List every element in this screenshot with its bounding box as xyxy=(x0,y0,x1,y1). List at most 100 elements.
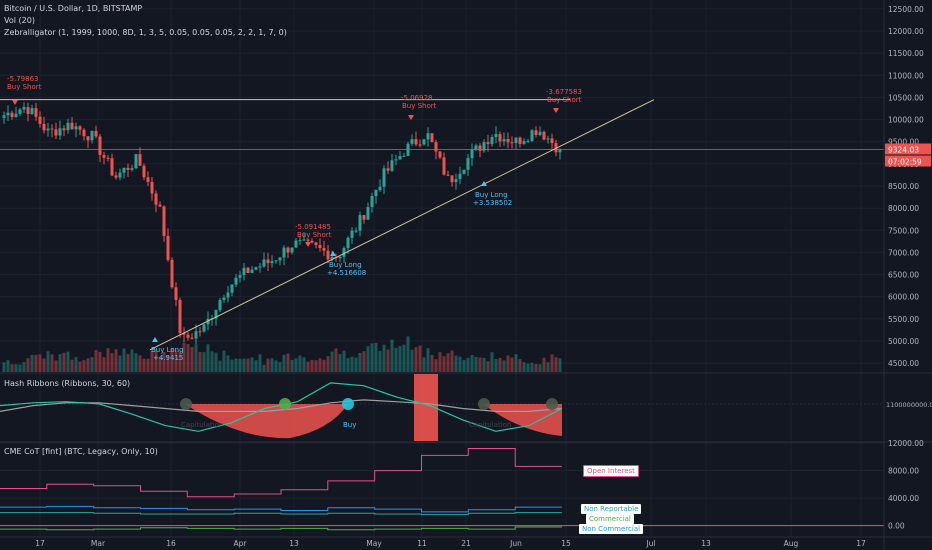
sell-annotation-4-value: -3.677583 xyxy=(546,88,582,96)
sell-annotation-3-value: -5.06928 xyxy=(401,94,433,102)
cot-label-commercial: Commercial xyxy=(586,514,634,524)
hash-ribbons-title[interactable]: Hash Ribbons (Ribbons, 30, 60) xyxy=(4,379,131,388)
time-tick-2: 16 xyxy=(166,539,176,548)
grid xyxy=(0,0,884,536)
volume-bar-118 xyxy=(474,356,478,372)
volume-bar-34 xyxy=(138,355,142,372)
candle-body-60 xyxy=(242,267,246,276)
candle-body-97 xyxy=(390,160,394,171)
candle-body-64 xyxy=(258,266,262,268)
volume-bar-40 xyxy=(162,351,166,372)
candle-body-34 xyxy=(138,154,142,166)
volume-bar-60 xyxy=(242,358,246,372)
volume-bar-30 xyxy=(122,348,126,372)
volume-bar-29 xyxy=(118,355,122,372)
price-tick-2: 11500.00 xyxy=(888,49,924,58)
candle-body-100 xyxy=(402,155,406,157)
price-pane[interactable] xyxy=(0,99,884,372)
volume-bar-100 xyxy=(402,344,406,372)
candle-body-43 xyxy=(174,287,178,300)
volume-bar-90 xyxy=(362,351,366,372)
candle-body-133 xyxy=(534,130,538,135)
volume-bar-63 xyxy=(254,360,258,372)
candle-body-76 xyxy=(306,239,310,241)
candle-body-125 xyxy=(502,139,506,142)
candle-body-16 xyxy=(66,122,70,131)
candle-body-10 xyxy=(42,123,46,131)
volume-bar-16 xyxy=(66,351,70,372)
volume-bar-127 xyxy=(510,357,514,372)
candle-body-27 xyxy=(110,158,114,176)
candle-body-120 xyxy=(482,142,486,151)
candle-body-104 xyxy=(418,144,422,146)
volume-bar-74 xyxy=(298,355,302,372)
volume-bar-24 xyxy=(98,351,102,372)
candle-body-70 xyxy=(282,247,286,258)
cot-tick-0: 12000.00 xyxy=(888,439,924,448)
volume-bar-130 xyxy=(522,362,526,372)
volume-bar-25 xyxy=(102,357,106,372)
sell-annotation-2-value: -5.091485 xyxy=(295,223,331,231)
candle-body-7 xyxy=(30,108,34,114)
volume-bar-86 xyxy=(346,358,350,372)
candle-body-109 xyxy=(438,151,442,158)
volume-bar-55 xyxy=(222,350,226,372)
candle-body-42 xyxy=(170,259,174,288)
volume-bar-81 xyxy=(326,356,330,372)
candle-body-77 xyxy=(310,240,314,243)
candle-body-107 xyxy=(430,133,434,143)
volume-legend[interactable]: Vol (20) xyxy=(4,16,35,25)
time-tick-9: 15 xyxy=(561,539,571,548)
candle-body-66 xyxy=(266,259,270,264)
cot-title[interactable]: CME CoT [fint] (BTC, Legacy, Only, 10) xyxy=(4,447,158,456)
volume-bar-52 xyxy=(210,351,214,372)
volume-bar-109 xyxy=(438,352,442,372)
cot-tick-1: 8000.00 xyxy=(888,467,919,476)
volume-bar-70 xyxy=(282,354,286,372)
volume-bar-21 xyxy=(86,358,90,372)
candle-body-40 xyxy=(162,206,166,236)
volume-bar-69 xyxy=(278,362,282,372)
time-tick-1: Mar xyxy=(91,539,106,548)
volume-bar-101 xyxy=(406,336,410,372)
candle-body-85 xyxy=(342,248,346,257)
zebralligator-legend[interactable]: Zebralligator (1, 1999, 1000, 8D, 1, 3, … xyxy=(4,28,287,37)
candle-body-135 xyxy=(542,131,546,140)
volume-bar-111 xyxy=(446,353,450,372)
candle-body-137 xyxy=(550,138,554,144)
candle-body-62 xyxy=(250,269,254,273)
volume-bar-138 xyxy=(554,357,558,372)
cot-label-open-interest: Open Interest xyxy=(583,465,639,477)
candle-body-44 xyxy=(178,299,182,334)
candle-body-124 xyxy=(498,134,502,142)
hash-ribbons-pane[interactable] xyxy=(0,374,563,441)
volume-bar-93 xyxy=(374,342,378,372)
cot-pane[interactable] xyxy=(0,448,884,531)
volume-bar-85 xyxy=(342,350,346,372)
time-tick-6: 11 xyxy=(417,539,427,548)
volume-bar-26 xyxy=(106,348,110,372)
candle-body-96 xyxy=(386,168,390,171)
candle-body-91 xyxy=(366,207,370,220)
candle-body-32 xyxy=(130,168,134,170)
volume-bar-18 xyxy=(74,357,78,372)
volume-bar-0 xyxy=(2,362,6,372)
candle-body-22 xyxy=(90,130,94,141)
volume-bar-2 xyxy=(10,364,14,372)
candle-body-108 xyxy=(434,142,438,152)
candle-body-105 xyxy=(422,139,426,145)
volume-bar-133 xyxy=(534,364,538,372)
volume-bar-83 xyxy=(334,348,338,372)
volume-bar-14 xyxy=(58,354,62,372)
candle-body-129 xyxy=(518,137,522,144)
cot-series-3 xyxy=(0,526,562,531)
symbol-title[interactable]: Bitcoin / U.S. Dollar, 1D, BITSTAMP xyxy=(4,4,143,13)
candle-body-79 xyxy=(318,244,322,248)
volume-bar-129 xyxy=(518,359,522,372)
candle-body-15 xyxy=(62,128,66,131)
volume-bar-1 xyxy=(6,360,10,372)
candle-body-115 xyxy=(462,169,466,174)
volume-bar-116 xyxy=(466,357,470,372)
time-tick-3: Apr xyxy=(234,539,248,548)
